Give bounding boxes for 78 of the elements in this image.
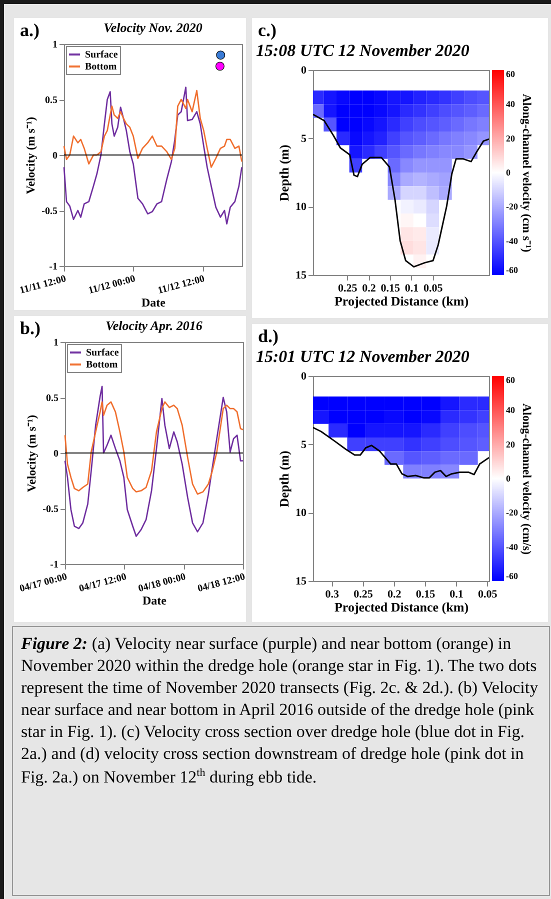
color-bar-label: 20 (506, 133, 516, 144)
x-tick-label: 0.05 (423, 282, 444, 294)
x-axis-title: Date (142, 296, 166, 310)
y-axis-title: Depth (m) (276, 144, 292, 202)
y-tick-label: 5 (301, 438, 307, 451)
x-axis-title: Date (142, 594, 168, 608)
x-tick-label: 0.1 (404, 282, 419, 294)
x-tick-label: 0.25 (338, 282, 358, 294)
x-axis-title: Projected Distance (km) (334, 294, 469, 308)
x-tick-label: 0.15 (380, 282, 401, 294)
color-bar-label: -40 (506, 542, 518, 552)
x-tick-label: 11/12 00:00 (87, 274, 137, 297)
color-bar-label: 60 (506, 375, 516, 385)
text: c.) (258, 20, 276, 41)
y-tick-label: 0.5 (45, 95, 58, 106)
y-tick-label: 10 (296, 507, 307, 520)
color-bar-label: -20 (506, 508, 518, 518)
color-bar-title: Along-channel velocity (cm s⁻¹) (520, 94, 534, 252)
line-series (64, 401, 244, 495)
x-tick-label: 0.2 (362, 282, 376, 294)
color-bar-label: 60 (506, 69, 516, 79)
y-tick-label: 1 (54, 338, 58, 348)
y-tick-label: 15 (296, 270, 307, 282)
legend-label: Bottom (86, 360, 118, 370)
x-tick-label: 11/12 12:00 (156, 274, 206, 297)
x-tick-label: 04/17 00:00 (18, 572, 68, 595)
x-tick-label: 11/11 12:00 (18, 274, 68, 296)
x-tick-label: 04/18 12:00 (196, 572, 246, 595)
chart-title: Velocity Apr. 2016 (106, 318, 203, 333)
color-bar-label: 0 (506, 168, 511, 178)
legend-label: Surface (86, 348, 120, 358)
y-axis-title: Depth (m) (276, 450, 292, 508)
line-series (64, 386, 244, 537)
x-tick-label: 0.25 (354, 588, 374, 600)
x-tick-label: 0.3 (325, 588, 340, 600)
y-tick-label: 10 (296, 201, 307, 214)
text: d.) (258, 326, 279, 347)
y-axis-title: Velocity (m s⁻¹) (24, 414, 39, 492)
x-tick-label: 0.2 (387, 588, 402, 600)
y-tick-label: 0 (301, 370, 307, 382)
chart-title: Velocity Nov. 2020 (104, 20, 203, 35)
color-bar-label: -20 (506, 202, 518, 212)
y-tick-label: -1 (49, 262, 58, 272)
x-tick-label: 0.1 (450, 588, 464, 600)
y-tick-label: 0 (54, 448, 58, 460)
y-tick-label: -0.5 (42, 504, 58, 515)
y-tick-label: 0 (301, 64, 307, 76)
color-bar-label: 40 (506, 405, 516, 416)
y-tick-label: 0 (52, 150, 58, 162)
line-series (313, 426, 489, 479)
color-bar-label: -60 (506, 571, 518, 581)
line-series (63, 90, 243, 168)
y-tick-label: -1 (50, 560, 58, 570)
chart-title: 15:08 UTC 12 November 2020 (256, 41, 470, 60)
x-tick-label: 04/18 00:00 (137, 572, 188, 595)
y-axis-title: Velocity (m s⁻¹) (24, 116, 38, 194)
text: a.) (20, 20, 40, 41)
color-bar-label: -40 (506, 236, 518, 246)
color-bar-title: Along-channel velocity (cm/s) (520, 403, 534, 555)
x-tick-label: 0.05 (478, 588, 498, 600)
line-series (63, 86, 243, 225)
x-tick-label: 04/17 12:00 (78, 572, 128, 595)
color-bar-label: 40 (506, 99, 516, 110)
caption: Figure 2: (21, 634, 88, 653)
y-tick-label: -0.5 (42, 206, 58, 217)
text: b.) (20, 318, 41, 339)
color-bar-label: 0 (506, 474, 511, 484)
y-tick-label: 1 (52, 40, 58, 50)
legend-label: Surface (85, 50, 118, 60)
x-axis-title: Projected Distance (km) (334, 600, 469, 614)
legend-label: Bottom (85, 62, 118, 72)
chart-title: 15:01 UTC 12 November 2020 (256, 347, 470, 366)
y-tick-label: 15 (296, 576, 307, 588)
y-tick-label: 5 (301, 132, 307, 145)
y-tick-label: 0.5 (46, 393, 58, 404)
color-bar-label: 20 (506, 439, 516, 450)
color-bar-label: -60 (506, 265, 518, 275)
x-tick-label: 0.15 (416, 588, 436, 600)
